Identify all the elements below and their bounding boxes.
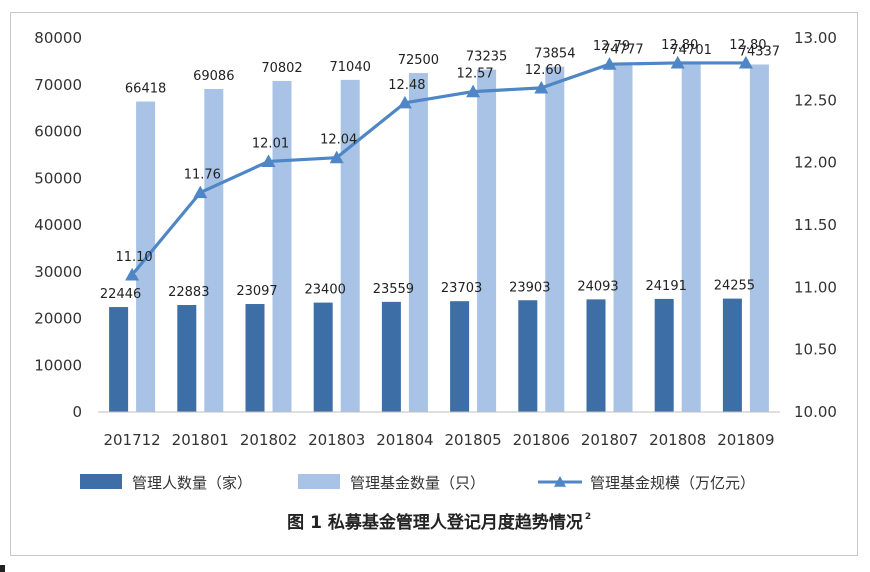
- funds-value-label: 70802: [261, 61, 302, 76]
- y-right-tick-label: 12.50: [794, 91, 837, 109]
- bar-funds: [613, 62, 633, 412]
- scale-marker: [261, 154, 276, 168]
- bar-funds: [477, 69, 497, 412]
- funds-value-label: 74701: [671, 43, 712, 58]
- y-right-tick-label: 10.50: [794, 341, 837, 359]
- x-tick-label: 201802: [240, 431, 297, 449]
- x-tick-label: 201712: [103, 431, 160, 449]
- scale-marker: [738, 55, 753, 69]
- chart-title: 图 1 私募基金管理人登记月度趋势情况: [287, 512, 583, 533]
- bar-funds: [272, 81, 292, 413]
- bar-funds: [204, 89, 224, 412]
- managers-value-label: 22446: [100, 287, 141, 302]
- scale-value-label: 11.76: [184, 168, 221, 183]
- y-left-tick-label: 60000: [34, 123, 82, 141]
- y-left-tick-label: 80000: [34, 29, 82, 47]
- scale-marker: [397, 95, 412, 109]
- y-right-tick-label: 12.00: [794, 154, 837, 172]
- scale-value-label: 12.80: [661, 38, 698, 53]
- managers-value-label: 23559: [373, 282, 414, 297]
- y-left-tick-label: 40000: [34, 216, 82, 234]
- managers-value-label: 23703: [441, 281, 482, 296]
- y-left-tick-label: 20000: [34, 310, 82, 328]
- x-tick-label: 201803: [308, 431, 365, 449]
- y-left-tick-label: 70000: [34, 76, 82, 94]
- y-left-tick-label: 10000: [34, 356, 82, 374]
- scale-value-label: 12.79: [593, 39, 630, 54]
- scale-marker: [466, 84, 481, 98]
- scale-value-label: 12.60: [525, 63, 562, 78]
- corner-mark: [0, 565, 5, 572]
- bar-managers: [109, 307, 129, 412]
- y-left-tick-label: 0: [72, 403, 82, 421]
- scale-value-label: 11.10: [115, 250, 152, 265]
- bar-funds: [681, 62, 701, 412]
- managers-value-label: 22883: [168, 285, 209, 300]
- bar-funds: [408, 73, 428, 412]
- legend-label: 管理基金规模（万亿元）: [590, 474, 755, 492]
- legend-label: 管理基金数量（只）: [350, 474, 485, 492]
- funds-value-label: 73854: [534, 47, 575, 62]
- x-tick-label: 201801: [172, 431, 229, 449]
- managers-value-label: 23097: [236, 284, 277, 299]
- bar-managers: [177, 305, 197, 412]
- managers-value-label: 24255: [714, 279, 755, 294]
- scale-marker: [602, 57, 617, 70]
- bar-funds: [340, 79, 360, 412]
- x-tick-label: 201808: [649, 431, 706, 449]
- x-tick-label: 201804: [376, 431, 433, 449]
- bar-managers: [654, 298, 674, 412]
- bar-managers: [450, 301, 470, 412]
- funds-value-label: 69086: [193, 69, 234, 84]
- bar-funds: [749, 64, 769, 413]
- x-tick-label: 201805: [444, 431, 501, 449]
- legend-label: 管理人数量（家）: [132, 474, 252, 492]
- scale-value-label: 12.80: [729, 38, 766, 53]
- managers-value-label: 23400: [305, 283, 346, 298]
- x-tick-label: 201807: [581, 431, 638, 449]
- y-right-tick-label: 13.00: [794, 29, 837, 47]
- bar-managers: [586, 299, 606, 412]
- scale-marker: [193, 185, 208, 199]
- scale-marker: [670, 55, 685, 69]
- bar-funds: [545, 66, 565, 413]
- scale-marker: [534, 80, 549, 94]
- x-tick-label: 201806: [513, 431, 570, 449]
- bar-managers: [313, 302, 333, 412]
- funds-value-label: 74337: [739, 44, 780, 59]
- funds-value-label: 74777: [602, 42, 643, 57]
- y-left-tick-label: 30000: [34, 263, 82, 281]
- y-right-tick-label: 11.50: [794, 216, 837, 234]
- bar-managers: [518, 300, 538, 412]
- scale-line: [130, 61, 746, 276]
- scale-value-label: 12.01: [252, 136, 289, 151]
- chart-title-footnote-mark: 2: [585, 512, 591, 522]
- bar-managers: [381, 301, 401, 412]
- legend-marker-scale: [554, 476, 566, 487]
- bar-managers: [722, 298, 742, 412]
- managers-value-label: 24191: [646, 279, 687, 294]
- legend-swatch-funds: [298, 474, 340, 489]
- legend-swatch-managers: [80, 474, 122, 489]
- funds-value-label: 71040: [330, 60, 371, 75]
- funds-value-label: 72500: [398, 53, 439, 68]
- scale-marker: [125, 267, 140, 281]
- scale-marker: [329, 150, 344, 164]
- x-tick-label: 201809: [717, 431, 774, 449]
- scale-value-label: 12.57: [456, 67, 493, 82]
- y-right-tick-label: 10.00: [794, 403, 837, 421]
- scale-value-label: 12.04: [320, 133, 357, 148]
- managers-value-label: 24093: [577, 279, 618, 294]
- managers-value-label: 23903: [509, 280, 550, 295]
- bar-managers: [245, 304, 265, 412]
- funds-value-label: 73235: [466, 50, 507, 65]
- y-left-tick-label: 50000: [34, 169, 82, 187]
- y-right-tick-label: 11.00: [794, 278, 837, 296]
- scale-value-label: 12.48: [388, 78, 425, 93]
- funds-value-label: 66418: [125, 81, 166, 96]
